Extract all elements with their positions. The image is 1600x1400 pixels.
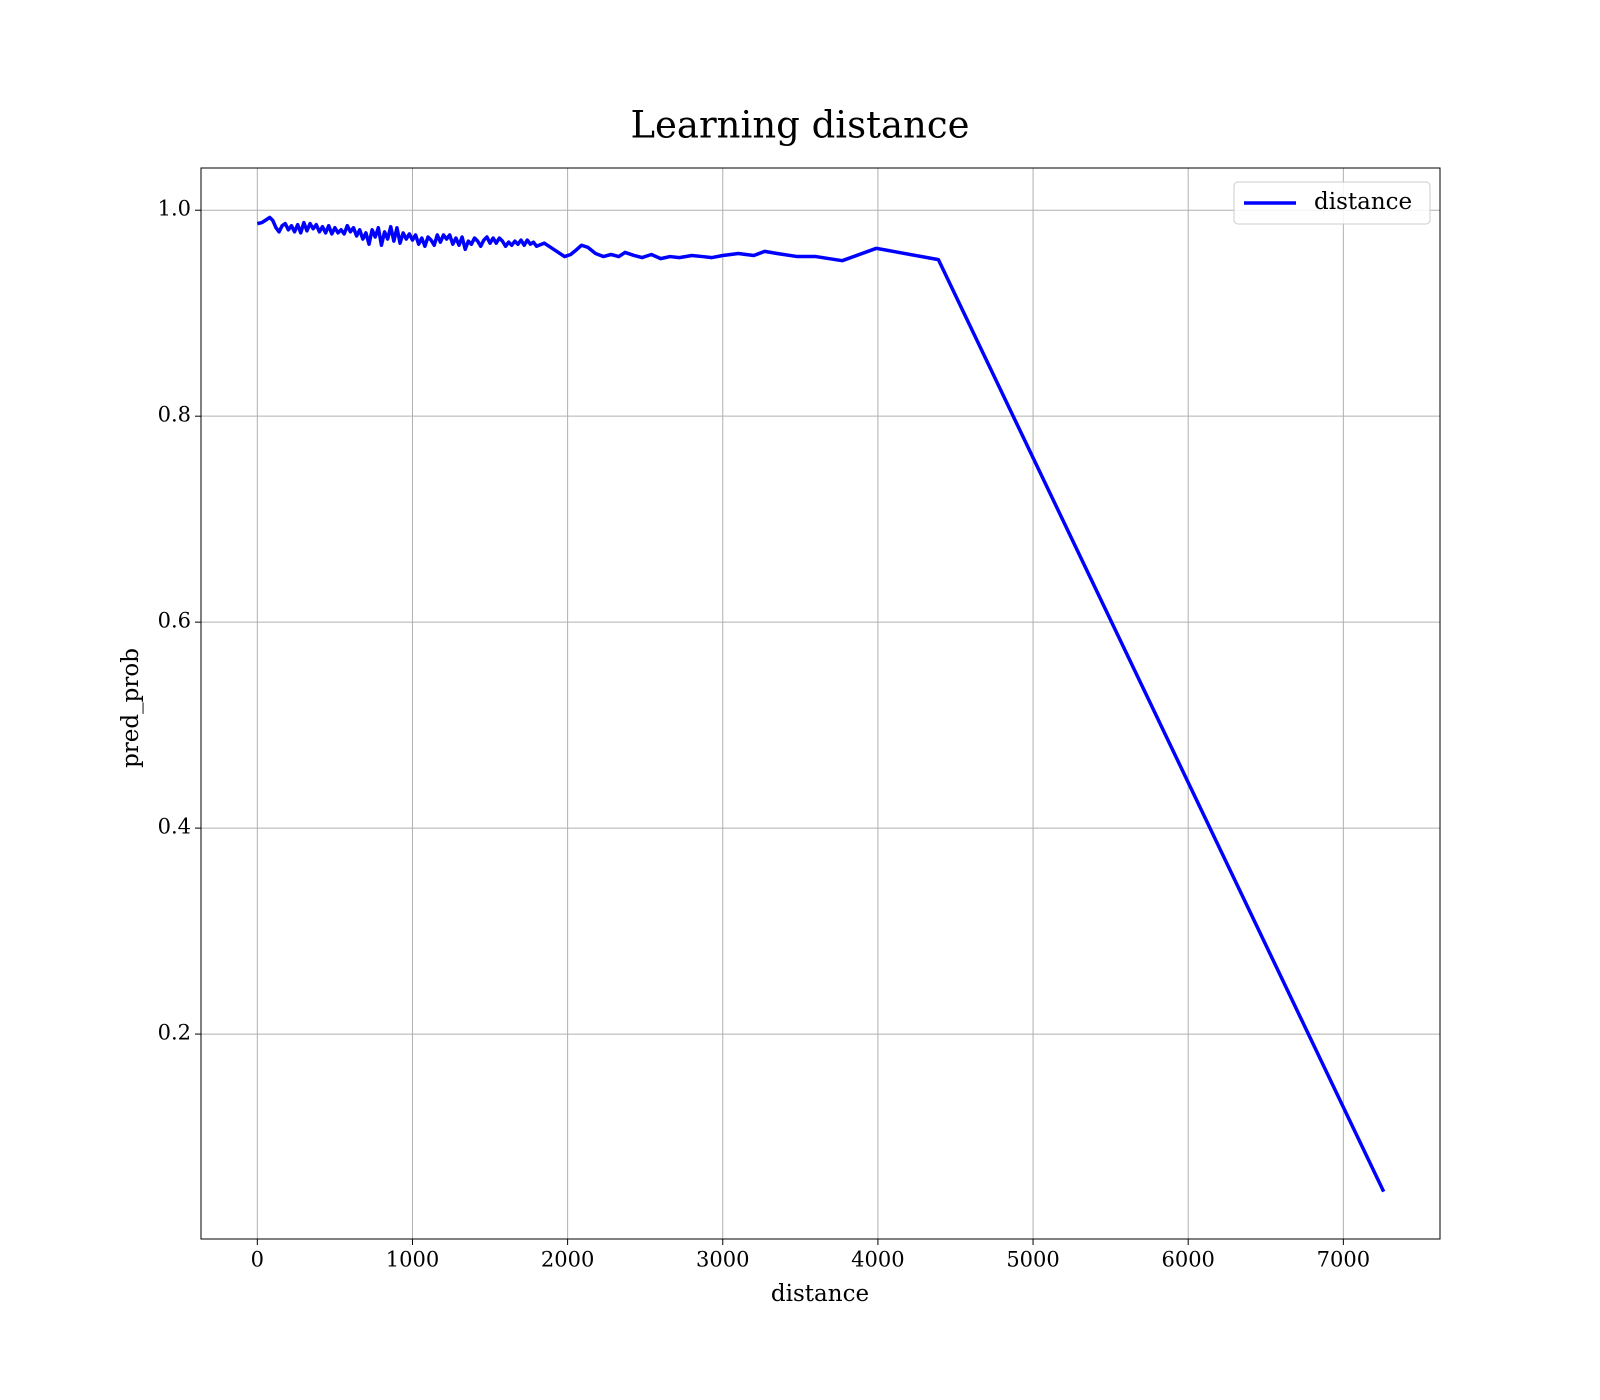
legend-label: distance — [1314, 189, 1412, 215]
y-tick-label: 1.0 — [158, 197, 191, 221]
line — [256, 215, 1386, 1193]
grid — [201, 168, 1440, 1239]
x-axis-label: distance — [771, 1281, 869, 1307]
x-tick-label: 1000 — [386, 1248, 439, 1272]
y-axis-label: pred_prob — [118, 648, 144, 768]
x-tick-label: 5000 — [1006, 1248, 1059, 1272]
legend: distance — [1233, 181, 1431, 225]
chart-title: Learning distance — [630, 104, 969, 147]
y-tick-label: 0.2 — [158, 1021, 191, 1045]
plot-frame — [200, 167, 1441, 1240]
y-tick-label: 0.4 — [158, 815, 191, 839]
x-tick-label: 6000 — [1161, 1248, 1214, 1272]
y-tick-label: 0.6 — [158, 609, 191, 633]
x-tick-label: 2000 — [541, 1248, 594, 1272]
x-tick-label: 4000 — [851, 1248, 904, 1272]
y-tick-label: 0.8 — [158, 403, 191, 427]
x-tick-label: 3000 — [696, 1248, 749, 1272]
x-tick-label: 7000 — [1317, 1248, 1370, 1272]
legend-box — [1233, 181, 1431, 225]
x-tick-label: 0 — [251, 1248, 264, 1272]
